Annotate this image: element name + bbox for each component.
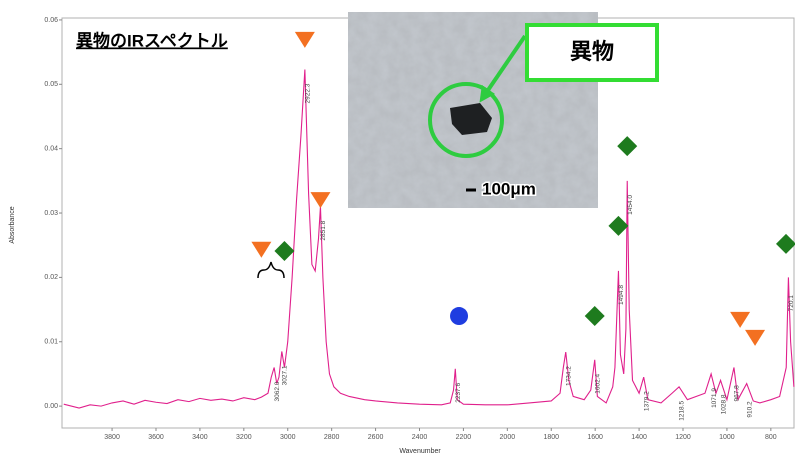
peak-label: 1602.4 — [594, 374, 601, 394]
peak-label: 2237.6 — [455, 383, 462, 403]
x-tick-label: 3200 — [236, 434, 252, 441]
inset-photo: 異物 100μm — [348, 12, 657, 208]
peak-label: 1454.0 — [627, 195, 634, 215]
y-tick-label: 0.03 — [44, 210, 58, 217]
brace — [258, 262, 284, 278]
marker-triangle — [310, 192, 330, 208]
peak-label: 3027.1 — [282, 365, 289, 385]
x-tick-label: 2000 — [500, 434, 516, 441]
x-tick-label: 1600 — [587, 434, 603, 441]
x-tick-label: 2800 — [324, 434, 340, 441]
marker-circle — [450, 307, 468, 325]
y-tick-label: 0.02 — [44, 274, 58, 281]
peak-label: 1379.2 — [643, 391, 650, 411]
peak-label: 1028.8 — [720, 394, 727, 414]
x-tick-label: 2200 — [456, 434, 472, 441]
y-tick-label: 0.05 — [44, 81, 58, 88]
marker-diamond — [776, 234, 795, 254]
marker-diamond — [617, 136, 637, 156]
x-tick-label: 1400 — [631, 434, 647, 441]
peak-label: 1494.8 — [618, 285, 625, 305]
peak-label: 2922.3 — [305, 83, 312, 103]
x-tick-label: 1800 — [543, 434, 559, 441]
x-tick-label: 1000 — [719, 434, 735, 441]
peak-label: 1218.5 — [679, 401, 686, 421]
y-tick-label: 0.06 — [44, 17, 58, 24]
y-tick-label: 0.00 — [44, 403, 58, 410]
x-tick-label: 3400 — [192, 434, 208, 441]
marker-triangle — [730, 312, 750, 328]
y-tick-label: 0.01 — [44, 339, 58, 346]
x-axis-title: Wavenumber — [399, 448, 441, 455]
x-tick-label: 2600 — [368, 434, 384, 441]
marker-triangle — [745, 330, 765, 346]
inset-label: 異物 — [570, 39, 614, 64]
peak-label: 967.8 — [734, 385, 741, 402]
marker-triangle — [295, 32, 315, 48]
chart-title: 異物のIRスペクトル — [76, 30, 228, 50]
y-axis-title: Absorbance — [9, 206, 16, 243]
chart: 0.00 0.01 0.02 0.03 0.04 0.05 0.06 3800 3600 3400… — [0, 0, 795, 457]
marker-triangle — [251, 242, 271, 258]
peak-label: 1734.2 — [565, 366, 572, 386]
x-tick-label: 1200 — [675, 434, 691, 441]
peak-label: 910.2 — [746, 401, 753, 418]
x-tick-label: 3800 — [104, 434, 120, 441]
peak-label: 720.1 — [788, 295, 795, 312]
x-tick-label: 3000 — [280, 434, 296, 441]
scale-label: 100μm — [482, 179, 536, 198]
peak-label: 3062.0 — [274, 381, 281, 401]
marker-diamond — [608, 216, 628, 236]
peak-label: 1071.9 — [711, 388, 718, 408]
peak-label: 2851.8 — [320, 220, 327, 240]
x-tick-label: 3600 — [148, 434, 164, 441]
x-tick-label: 800 — [765, 434, 777, 441]
marker-diamond — [274, 241, 294, 261]
x-tick-label: 2400 — [412, 434, 428, 441]
marker-diamond — [585, 306, 605, 326]
y-tick-label: 0.04 — [44, 146, 58, 153]
